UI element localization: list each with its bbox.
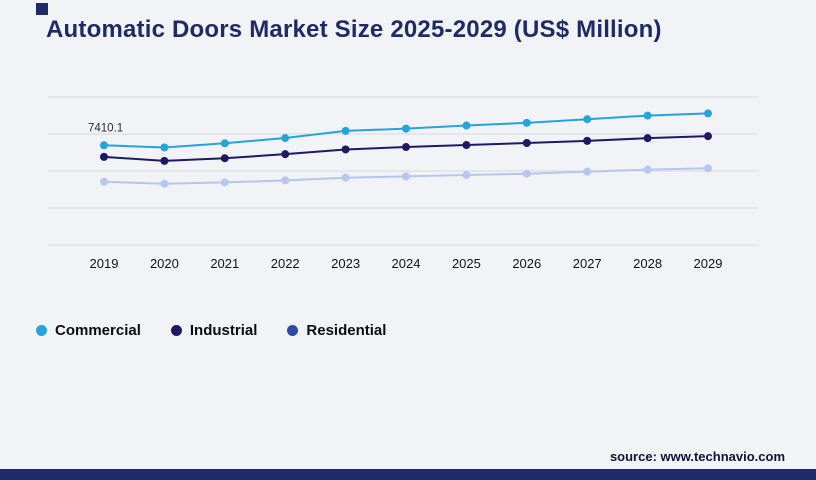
data-point-commercial <box>522 118 531 127</box>
data-point-commercial <box>583 115 592 124</box>
data-point-industrial <box>643 134 652 143</box>
legend-item-residential: Residential <box>287 322 386 339</box>
data-point-residential <box>402 172 410 181</box>
chart-legend: Commercial Industrial Residential <box>36 322 386 339</box>
data-point-commercial <box>100 141 108 150</box>
data-point-residential <box>160 179 169 188</box>
x-axis-label: 2019 <box>90 256 119 271</box>
data-point-residential <box>522 169 531 178</box>
x-axis-label: 2024 <box>392 256 421 271</box>
data-point-residential <box>643 165 652 174</box>
commercial-legend-dot-icon <box>36 325 47 336</box>
x-axis-label: 2025 <box>452 256 481 271</box>
data-point-residential <box>462 171 471 180</box>
data-point-commercial <box>220 139 229 148</box>
legend-label: Commercial <box>55 322 141 339</box>
data-point-commercial <box>462 121 471 130</box>
data-point-industrial <box>583 136 592 145</box>
page-title: Automatic Doors Market Size 2025-2029 (U… <box>46 16 662 43</box>
data-point-commercial <box>704 109 712 118</box>
data-point-commercial <box>402 124 410 133</box>
x-axis-label: 2021 <box>210 256 239 271</box>
x-axis-label: 2020 <box>150 256 179 271</box>
legend-label: Industrial <box>189 322 258 339</box>
data-point-residential <box>100 177 108 186</box>
data-point-commercial <box>281 134 290 143</box>
data-point-residential <box>341 173 350 182</box>
data-point-industrial <box>341 145 350 154</box>
x-axis-label: 2028 <box>633 256 662 271</box>
data-point-industrial <box>100 152 108 161</box>
legend-label: Residential <box>306 322 387 339</box>
data-point-residential <box>220 178 229 187</box>
industrial-legend-dot-icon <box>170 325 182 336</box>
x-axis-label: 2026 <box>512 256 541 271</box>
x-axis-label: 2029 <box>694 256 723 271</box>
source-attribution: source: www.technavio.com <box>609 449 785 464</box>
data-point-commercial <box>643 111 652 120</box>
line-chart: 2019 2020 2021 2022 2023 2024 2025 2026 2027 2028… <box>48 96 758 271</box>
bottom-bar <box>0 469 816 480</box>
data-point-commercial <box>341 126 350 135</box>
residential-legend-dot-icon <box>287 325 299 336</box>
data-point-industrial <box>160 156 169 165</box>
data-point-residential <box>281 176 290 185</box>
x-axis-label: 2022 <box>271 256 300 271</box>
data-label: 7410.1 <box>88 122 123 134</box>
legend-item-commercial: Commercial <box>36 322 141 339</box>
data-point-industrial <box>462 141 471 150</box>
x-axis-label: 2023 <box>331 256 360 271</box>
data-point-commercial <box>160 143 169 152</box>
legend-item-industrial: Industrial <box>170 322 258 339</box>
x-axis-label: 2027 <box>573 256 602 271</box>
data-point-industrial <box>281 150 290 159</box>
data-point-residential <box>704 164 712 173</box>
data-point-industrial <box>522 139 531 148</box>
data-point-industrial <box>220 154 229 163</box>
data-point-industrial <box>402 143 410 152</box>
data-point-industrial <box>704 132 712 141</box>
brand-mark-square <box>36 3 48 15</box>
data-point-residential <box>583 167 592 176</box>
